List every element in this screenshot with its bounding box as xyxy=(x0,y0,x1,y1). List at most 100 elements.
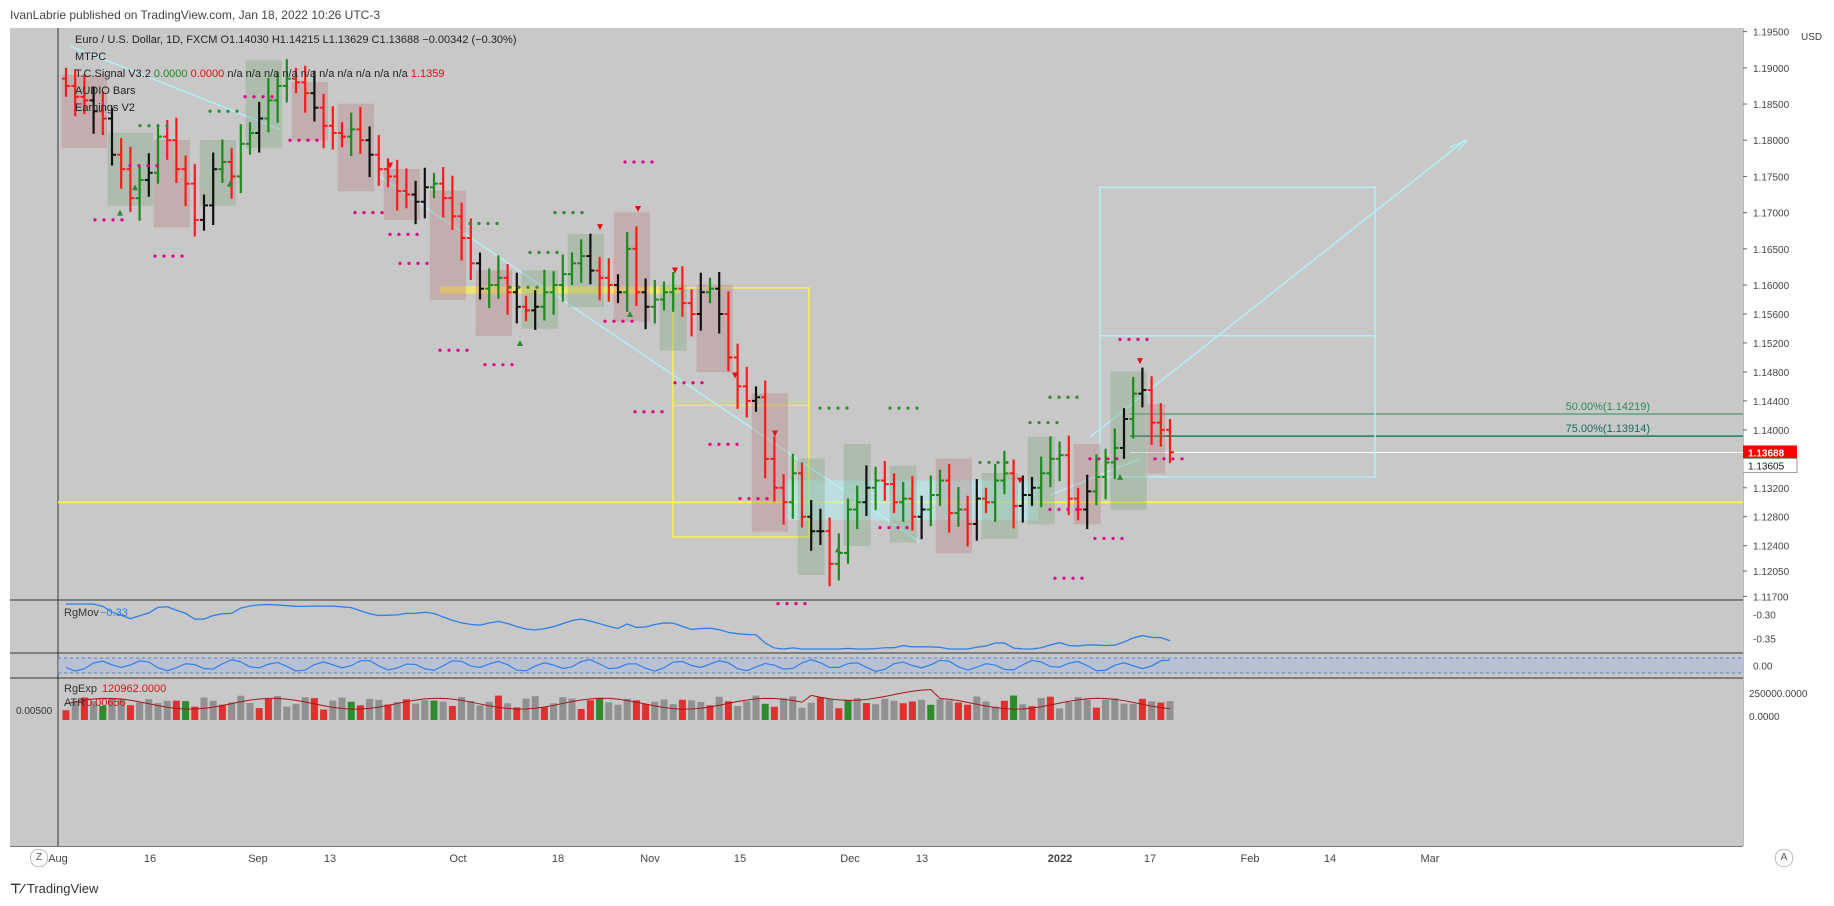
signal-dot xyxy=(147,124,151,128)
rgexp-bar xyxy=(872,704,880,720)
rgexp-bar xyxy=(550,703,558,720)
ohlc-bar xyxy=(568,252,576,286)
mtpc-label: MTPC xyxy=(75,51,107,63)
rgexp-bar xyxy=(706,705,714,720)
rgexp-bar xyxy=(890,700,898,720)
rgexp-bar xyxy=(734,705,742,720)
time-tick-label: Aug xyxy=(48,853,68,865)
time-tick-label: Feb xyxy=(1241,853,1260,865)
ohlc-bar xyxy=(98,91,107,136)
price-scale[interactable]: USD 1.19500 1.19000 1.18500 1.18000 1.17500 1.… xyxy=(1743,28,1834,868)
rgexp-bar xyxy=(651,701,659,720)
earnings-label: Earnings V2 xyxy=(75,102,135,114)
chart-canvas[interactable]: 50.00%(1.14219) 75.00%(1.13914) RgMov −0.33… xyxy=(10,28,1743,868)
signal-dot xyxy=(492,363,496,367)
signal-dot xyxy=(1075,395,1079,399)
signal-dot xyxy=(477,221,481,226)
rgexp-bar xyxy=(90,701,98,720)
ohlc-bar xyxy=(926,475,935,527)
ohlc-bar xyxy=(899,481,908,522)
time-tick-label: 18 xyxy=(552,853,564,865)
ohlc-bar xyxy=(669,272,678,312)
rgexp-bar xyxy=(1065,702,1073,720)
signal-dot xyxy=(128,163,132,168)
rgexp-bar xyxy=(145,699,153,720)
signal-triangle xyxy=(517,339,523,346)
rgexp-bar xyxy=(559,697,567,720)
ohlc-bar xyxy=(991,463,1000,522)
signal-triangle xyxy=(732,372,738,379)
signal-dot xyxy=(1028,421,1032,425)
time-tick-label: Dec xyxy=(840,853,860,865)
price-tick-label: 1.16500 xyxy=(1753,245,1790,256)
rgexp-bar xyxy=(301,697,309,720)
signal-dot xyxy=(553,211,557,215)
rgexp-bar xyxy=(1157,702,1165,720)
rgexp-bar xyxy=(743,701,751,720)
rgexp-bar xyxy=(1046,696,1054,720)
ohlc-bar xyxy=(936,469,944,506)
shaded-box xyxy=(981,473,1018,539)
price-tick-label: 1.17000 xyxy=(1753,209,1790,220)
ohlc-bar xyxy=(1138,367,1147,408)
signal-dot xyxy=(1048,507,1052,512)
osc-axis-label: 0.00 xyxy=(1753,662,1773,673)
price-tick-label: 1.18000 xyxy=(1753,136,1790,147)
ohlc-bar xyxy=(273,72,282,123)
ohlc-bar xyxy=(430,172,438,199)
signal-triangle xyxy=(772,430,778,437)
rgexp-bar xyxy=(954,702,962,720)
ohlc-bar xyxy=(982,487,990,514)
signal-dot xyxy=(682,381,686,385)
ohlc-bar xyxy=(80,74,89,115)
time-tick-label: 14 xyxy=(1324,853,1336,865)
projection-box xyxy=(1099,186,1376,478)
signal-dot xyxy=(438,348,442,352)
shaded-box xyxy=(337,103,374,192)
rgexp-bar xyxy=(1074,697,1082,720)
ohlc-bar xyxy=(779,474,788,525)
ohlc-bar xyxy=(62,67,70,97)
signal-dot xyxy=(726,442,730,446)
time-tick-label: 13 xyxy=(324,853,336,865)
time-axis[interactable]: Aug 16 Sep 13 Oct 18 Nov 15 Dec 13 2022 17 Feb 14 Mar xyxy=(10,846,1743,869)
rgexp-bar xyxy=(586,700,594,720)
ohlc-bar xyxy=(1156,403,1165,447)
ohlc-bar xyxy=(522,295,530,322)
signal-line: T.C.Signal V3.2 0.0000 0.0000 n/a n/a n/… xyxy=(75,66,517,83)
signal-dot xyxy=(878,525,882,530)
rgexp-bar xyxy=(412,703,420,720)
signal-triangle xyxy=(635,206,641,213)
signal-dot xyxy=(1071,576,1075,580)
signal-dot xyxy=(887,525,891,530)
ohlc-bar xyxy=(310,70,319,122)
signal-dot xyxy=(416,261,420,265)
shaded-box xyxy=(613,212,650,322)
signal-dot xyxy=(1120,536,1124,541)
ohlc-bar xyxy=(1000,450,1009,495)
rgexp-bar xyxy=(540,707,548,720)
signal-dot xyxy=(1153,457,1157,461)
ohlc-bar xyxy=(282,59,291,103)
signal-triangle xyxy=(1117,473,1123,480)
ohlc-bar xyxy=(825,517,834,587)
signal-dot xyxy=(162,254,166,258)
zoom-z-button[interactable]: Z xyxy=(30,849,48,867)
rgexp-bar xyxy=(1010,695,1018,720)
rgexp-bar xyxy=(1166,701,1174,720)
fib-50-label: 50.00%(1.14219) xyxy=(1566,401,1650,413)
ohlc-bar xyxy=(770,436,779,502)
ohlc-bar xyxy=(227,148,236,199)
rgexp-bar xyxy=(154,702,162,720)
ohlc-bar xyxy=(1092,454,1101,506)
rgexp-bar xyxy=(844,699,852,720)
rgexp-bar xyxy=(513,707,521,720)
chart-area[interactable]: 50.00%(1.14219) 75.00%(1.13914) RgMov −0.33… xyxy=(10,28,1743,868)
rgexp-bar xyxy=(191,706,199,720)
rgexp-bar xyxy=(310,698,318,720)
signal-dot xyxy=(632,160,636,164)
rgexp-bar xyxy=(632,700,640,720)
auto-scale-button[interactable]: A xyxy=(1775,849,1793,867)
price-tick-label: 1.14400 xyxy=(1753,397,1790,408)
signal-dot xyxy=(486,221,490,226)
